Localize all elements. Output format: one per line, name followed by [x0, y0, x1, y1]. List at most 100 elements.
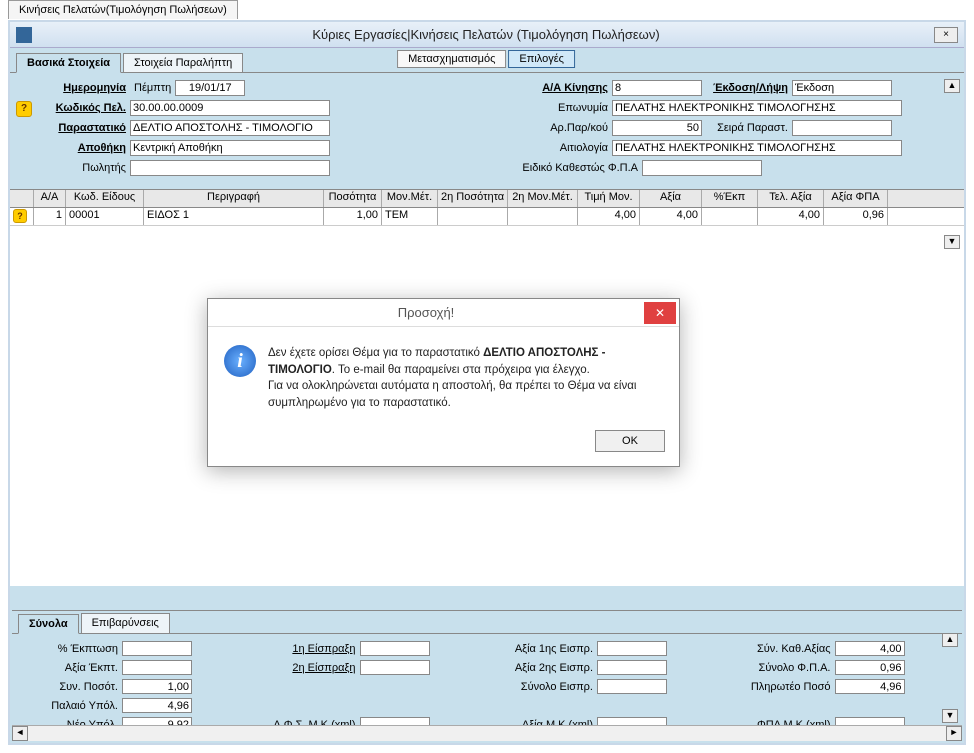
- totals-scroll-down[interactable]: ▼: [942, 709, 958, 723]
- cell-aa[interactable]: 1: [34, 208, 66, 225]
- move-no-label: Α/Α Κίνησης: [502, 82, 612, 94]
- dialog-title: Προσοχή!: [208, 305, 644, 320]
- totals-scroll-up[interactable]: ▲: [942, 633, 958, 647]
- vattot-input[interactable]: [835, 660, 905, 675]
- net-label: Σύν. Καθ.Αξίας: [735, 643, 835, 655]
- tab-charges[interactable]: Επιβαρύνσεις: [81, 613, 170, 633]
- col-vat[interactable]: Αξία ΦΠΑ: [824, 190, 888, 207]
- scroll-up-button[interactable]: ▲: [944, 79, 960, 93]
- cell-disc[interactable]: [702, 208, 758, 225]
- col-unit2[interactable]: 2η Μον.Μέτ.: [508, 190, 578, 207]
- pay1-input[interactable]: [360, 641, 430, 656]
- window-title: Κύριες Εργασίες|Κινήσεις Πελατών (Τιμολό…: [38, 27, 934, 42]
- cell-desc[interactable]: ΕΙΔΟΣ 1: [144, 208, 324, 225]
- series-label: Σειρά Παραστ.: [702, 122, 792, 134]
- warehouse-input[interactable]: [130, 140, 330, 156]
- payable-label: Πληρωτέο Ποσό: [735, 681, 835, 693]
- name-label: Επωνυμία: [502, 102, 612, 114]
- seller-input[interactable]: [130, 160, 330, 176]
- cell-code[interactable]: 00001: [66, 208, 144, 225]
- cust-code-label: Κωδικός Πελ.: [20, 102, 130, 114]
- net-input[interactable]: [835, 641, 905, 656]
- disc-val-label: Αξία Έκπτ.: [22, 662, 122, 674]
- pay2-input[interactable]: [360, 660, 430, 675]
- cell-final[interactable]: 4,00: [758, 208, 824, 225]
- cell-price[interactable]: 4,00: [578, 208, 640, 225]
- date-day: Πέμπτη: [130, 82, 175, 94]
- form-area: ? ▲ ▼ Ημερομηνία Πέμπτη Κωδικός Πελ. Παρ…: [10, 73, 964, 189]
- refno-label: Αρ.Παρ/κού: [502, 122, 612, 134]
- app-icon: [16, 27, 32, 43]
- subtab-options[interactable]: Επιλογές: [508, 50, 575, 68]
- reason-label: Αιτιολογία: [502, 142, 612, 154]
- cell-unit2[interactable]: [508, 208, 578, 225]
- row-help-icon[interactable]: ?: [13, 209, 27, 223]
- col-final[interactable]: Τελ. Αξία: [758, 190, 824, 207]
- main-tabs-row: Βασικά Στοιχεία Στοιχεία Παραλήπτη Μετασ…: [10, 48, 964, 73]
- totals-panel: Σύνολα Επιβαρύνσεις ▲ ▼ % Έκπτωση Αξία Έ…: [12, 610, 962, 741]
- cust-code-input[interactable]: [130, 100, 330, 116]
- tot-qty-input[interactable]: [122, 679, 192, 694]
- warning-dialog: Προσοχή! ✕ i Δεν έχετε ορίσει Θέμα για τ…: [207, 298, 680, 467]
- h-scrollbar[interactable]: ◄ ►: [12, 725, 962, 741]
- col-aa[interactable]: Α/Α: [34, 190, 66, 207]
- scroll-left-button[interactable]: ◄: [12, 726, 28, 741]
- move-no-input[interactable]: [612, 80, 702, 96]
- grid-row[interactable]: ? 1 00001 ΕΙΔΟΣ 1 1,00 TEM 4,00 4,00 4,0…: [10, 208, 964, 226]
- date-input[interactable]: [175, 80, 245, 96]
- info-icon: i: [224, 345, 256, 377]
- col-desc[interactable]: Περιγραφή: [144, 190, 324, 207]
- series-input[interactable]: [792, 120, 892, 136]
- outer-tab[interactable]: Κινήσεις Πελατών(Τιμολόγηση Πωλήσεων): [8, 0, 238, 19]
- col-qty2[interactable]: 2η Ποσότητα: [438, 190, 508, 207]
- help-icon[interactable]: ?: [16, 101, 32, 117]
- date-label: Ημερομηνία: [20, 82, 130, 94]
- dialog-close-button[interactable]: ✕: [644, 302, 676, 324]
- close-button[interactable]: ×: [934, 27, 958, 43]
- doc-label: Παραστατικό: [20, 122, 130, 134]
- doc-input[interactable]: [130, 120, 330, 136]
- reason-input[interactable]: [612, 140, 902, 156]
- scroll-right-button[interactable]: ►: [946, 726, 962, 741]
- col-value[interactable]: Αξία: [640, 190, 702, 207]
- cell-vat[interactable]: 0,96: [824, 208, 888, 225]
- subtab-transform[interactable]: Μετασχηματισμός: [397, 50, 506, 68]
- disc-pct-input[interactable]: [122, 641, 192, 656]
- val2-label: Αξία 2ης Εισπρ.: [497, 662, 597, 674]
- dialog-ok-button[interactable]: OK: [595, 430, 665, 452]
- vattot-label: Σύνολο Φ.Π.Α.: [735, 662, 835, 674]
- payable-input[interactable]: [835, 679, 905, 694]
- tab-totals[interactable]: Σύνολα: [18, 614, 79, 634]
- cell-qty[interactable]: 1,00: [324, 208, 382, 225]
- cell-value[interactable]: 4,00: [640, 208, 702, 225]
- val2-input[interactable]: [597, 660, 667, 675]
- val1-label: Αξία 1ης Εισπρ.: [497, 643, 597, 655]
- vat-regime-input[interactable]: [642, 160, 762, 176]
- col-qty[interactable]: Ποσότητα: [324, 190, 382, 207]
- valtot-input[interactable]: [597, 679, 667, 694]
- issue-input[interactable]: [792, 80, 892, 96]
- name-input[interactable]: [612, 100, 902, 116]
- tab-recipient[interactable]: Στοιχεία Παραλήπτη: [123, 53, 243, 72]
- cell-qty2[interactable]: [438, 208, 508, 225]
- col-unit[interactable]: Μον.Μέτ.: [382, 190, 438, 207]
- old-bal-input[interactable]: [122, 698, 192, 713]
- col-disc[interactable]: %Έκπ: [702, 190, 758, 207]
- val1-input[interactable]: [597, 641, 667, 656]
- pay1-label[interactable]: 1η Είσπραξη: [260, 643, 360, 655]
- valtot-label: Σύνολο Εισπρ.: [497, 681, 597, 693]
- col-price[interactable]: Τιμή Μον.: [578, 190, 640, 207]
- pay2-label[interactable]: 2η Είσπραξη: [260, 662, 360, 674]
- disc-pct-label: % Έκπτωση: [22, 643, 122, 655]
- issue-label: Έκδοση/Λήψη: [702, 82, 792, 94]
- col-code[interactable]: Κωδ. Είδους: [66, 190, 144, 207]
- disc-val-input[interactable]: [122, 660, 192, 675]
- cell-unit[interactable]: TEM: [382, 208, 438, 225]
- title-bar: Κύριες Εργασίες|Κινήσεις Πελατών (Τιμολό…: [10, 22, 964, 48]
- tab-basic[interactable]: Βασικά Στοιχεία: [16, 53, 121, 73]
- vat-regime-label: Ειδικό Καθεστώς Φ.Π.Α: [502, 162, 642, 174]
- refno-input[interactable]: [612, 120, 702, 136]
- tot-qty-label: Συν. Ποσότ.: [22, 681, 122, 693]
- scroll-down-button[interactable]: ▼: [944, 235, 960, 249]
- warehouse-label: Αποθήκη: [20, 142, 130, 154]
